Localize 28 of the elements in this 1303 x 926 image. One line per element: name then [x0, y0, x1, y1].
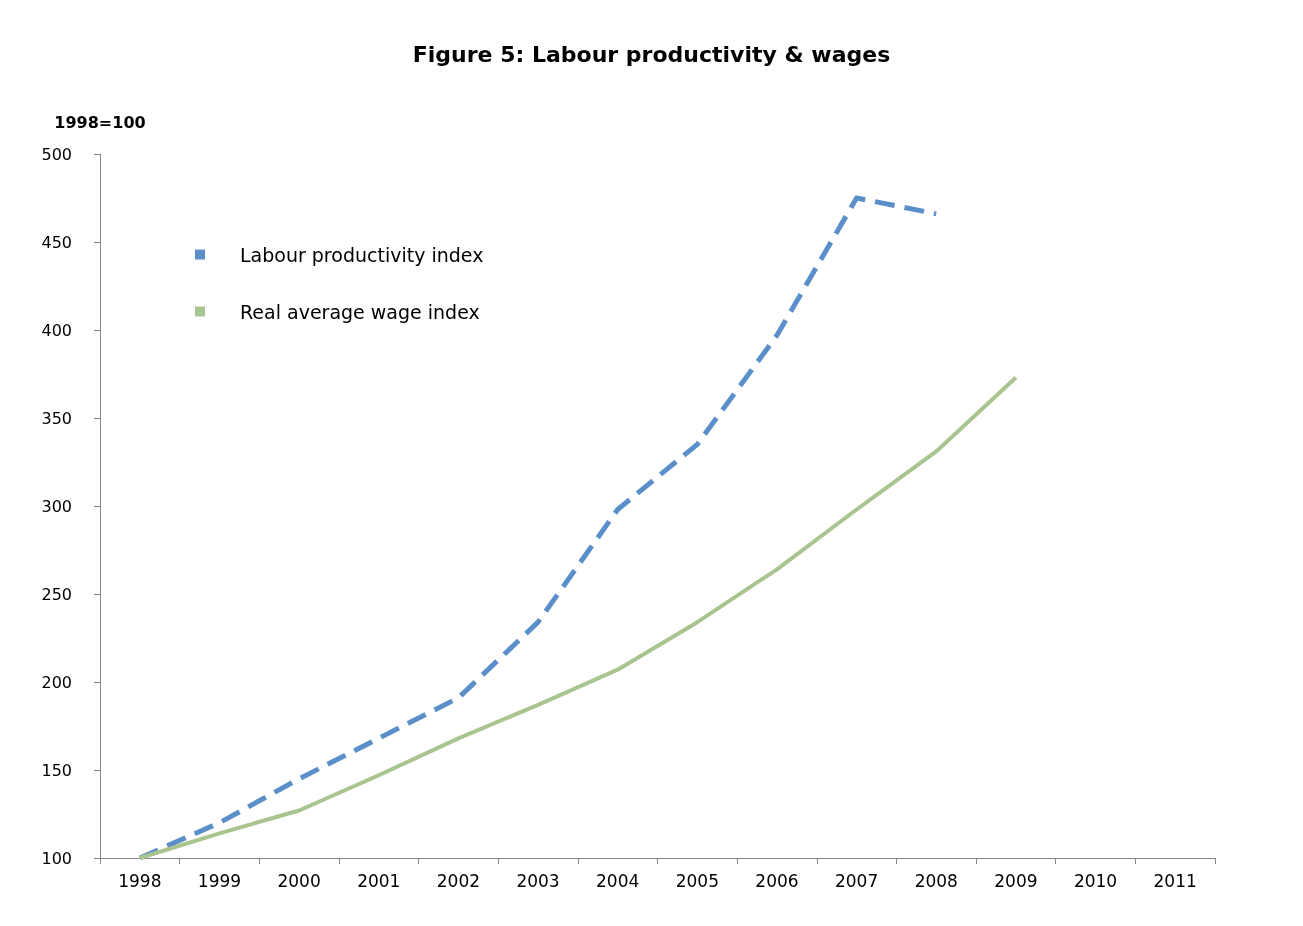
x-tick-label: 1999: [197, 870, 242, 891]
x-tick-label: 2007: [834, 870, 879, 891]
legend-label: Real average wage index: [240, 300, 480, 323]
x-tick-label: 2008: [914, 870, 958, 891]
legend-label: Labour productivity index: [240, 243, 484, 266]
y-tick-label: 450: [41, 232, 72, 252]
x-tick-label: 2000: [277, 870, 321, 891]
x-tick-label: 2002: [436, 870, 481, 891]
x-tick-label: 1998: [118, 870, 162, 891]
line-series: [137, 375, 1018, 860]
y-axis-title: 1998=100: [54, 112, 146, 132]
x-tick-label: 2011: [1153, 870, 1197, 891]
y-tick-label: 300: [41, 496, 72, 516]
chart-title: Figure 5: Labour productivity & wages: [412, 41, 891, 67]
x-tick-label: 2010: [1073, 870, 1118, 891]
y-tick-label: 100: [41, 848, 72, 868]
y-tick-label: 150: [41, 760, 72, 780]
y-tick-label: 200: [41, 672, 72, 692]
x-tick-label: 2009: [994, 870, 1038, 891]
y-tick-label: 500: [41, 144, 72, 164]
y-tick-label: 400: [41, 320, 72, 340]
x-tick-label: 2006: [755, 870, 799, 891]
x-tick-label: 2005: [675, 870, 719, 891]
y-tick-label: 350: [41, 408, 72, 428]
x-tick-label: 2003: [516, 870, 560, 891]
x-tick-label: 2004: [596, 870, 640, 891]
y-tick-label: 250: [41, 584, 72, 604]
x-tick-label: 2001: [357, 870, 401, 891]
